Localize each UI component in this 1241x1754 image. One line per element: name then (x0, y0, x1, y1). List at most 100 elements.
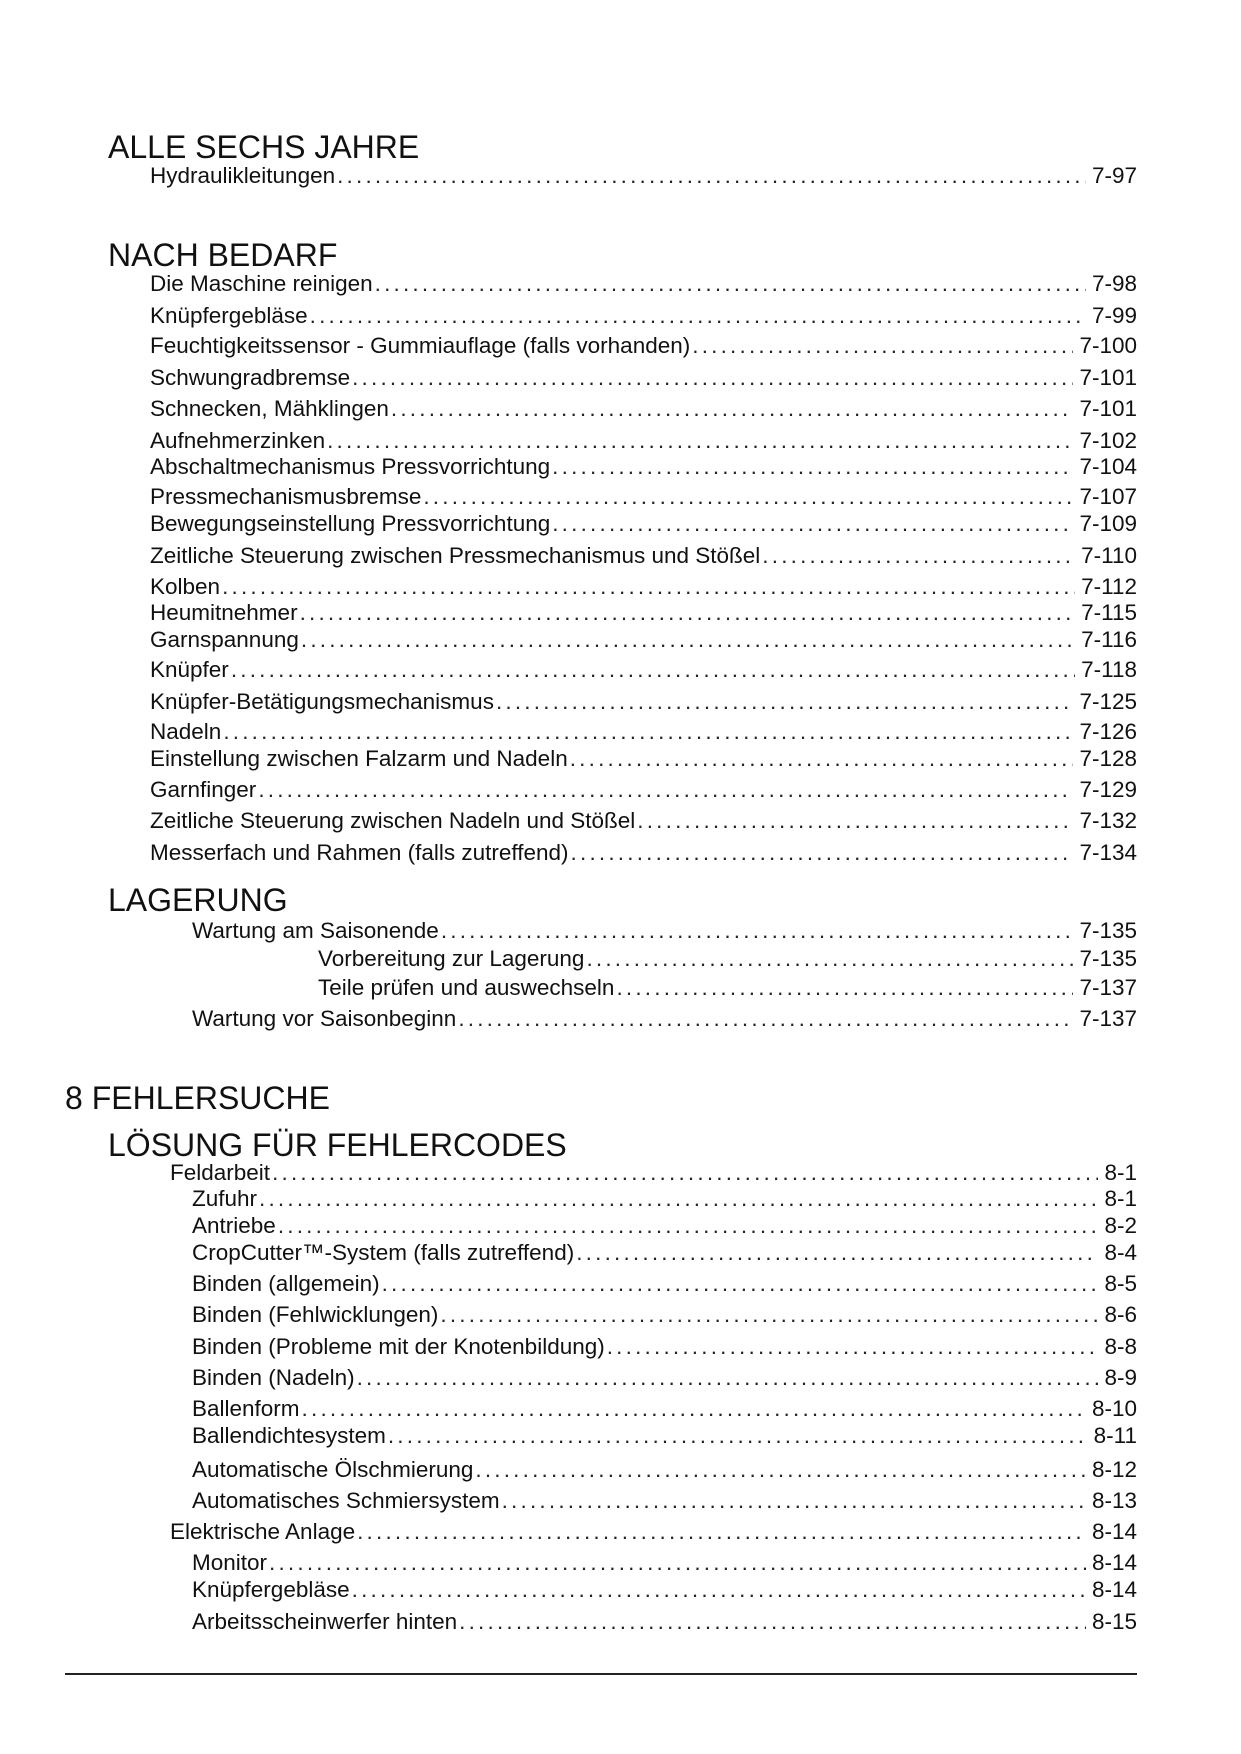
toc-entry[interactable]: CropCutter™-System (falls zutreffend)...… (192, 1240, 1137, 1266)
toc-entry-title: Schnecken, Mähklingen (150, 396, 389, 421)
toc-entry[interactable]: Zeitliche Steuerung zwischen Pressmechan… (150, 543, 1137, 569)
toc-entry[interactable]: Einstellung zwischen Falzarm und Nadeln.… (150, 746, 1137, 772)
toc-entry-title: Knüpfergebläse (150, 303, 308, 328)
toc-entry[interactable]: Bewegungseinstellung Pressvorrichtung...… (150, 511, 1137, 537)
section-heading: NACH BEDARF (108, 237, 338, 273)
toc-entry-title: Knüpfergebläse (192, 1577, 350, 1602)
toc-entry-page: 7-104 (1079, 454, 1137, 479)
toc-entry-page: 7-102 (1079, 428, 1137, 453)
dot-leader: ........................................… (300, 627, 1076, 652)
toc-entry-title: Messerfach und Rahmen (falls zutreffend) (150, 840, 569, 865)
toc-entry[interactable]: Elektrische Anlage......................… (170, 1519, 1137, 1545)
toc-entry[interactable]: Abschaltmechanismus Pressvorrichtung....… (150, 454, 1137, 480)
toc-entry[interactable]: Wartung vor Saisonbeginn................… (192, 1006, 1137, 1032)
dot-leader: ........................................… (501, 1488, 1086, 1513)
dot-leader: ........................................… (637, 808, 1074, 833)
toc-entry[interactable]: Aufnehmerzinken.........................… (150, 428, 1137, 454)
toc-entry-page: 8-10 (1091, 1396, 1137, 1421)
toc-entry-page: 8-12 (1091, 1457, 1137, 1482)
dot-leader: ........................................… (458, 1006, 1073, 1031)
dot-leader: ........................................… (357, 1519, 1086, 1544)
toc-entry-page: 8-14 (1091, 1550, 1137, 1575)
toc-entry-title: Garnspannung (150, 627, 299, 652)
toc-entry-page: 7-125 (1079, 689, 1137, 714)
toc-entry-title: Abschaltmechanismus Pressvorrichtung (150, 454, 551, 479)
toc-entry[interactable]: Nadeln..................................… (150, 719, 1137, 745)
dot-leader: ........................................… (230, 657, 1075, 682)
dot-leader: ........................................… (495, 689, 1074, 714)
toc-entry[interactable]: Hydraulikleitungen......................… (150, 163, 1137, 189)
toc-entry[interactable]: Feldarbeit..............................… (170, 1160, 1137, 1186)
toc-entry-page: 8-8 (1104, 1334, 1137, 1359)
dot-leader: ........................................… (762, 543, 1075, 568)
toc-entry-title: Einstellung zwischen Falzarm und Nadeln (150, 746, 568, 771)
toc-entry[interactable]: Knüpfergebläse..........................… (192, 1577, 1137, 1603)
toc-entry[interactable]: Die Maschine reinigen...................… (150, 271, 1137, 297)
dot-leader: ........................................… (475, 1457, 1086, 1482)
toc-entry[interactable]: Knüpfer.................................… (150, 657, 1137, 683)
toc-entry[interactable]: Vorbereitung zur Lagerung...............… (318, 946, 1137, 972)
dot-leader: ........................................… (390, 396, 1074, 421)
toc-entry-title: Zufuhr (192, 1186, 258, 1211)
section-heading: LÖSUNG FÜR FEHLERCODES (108, 1127, 567, 1163)
dot-leader: ........................................… (423, 484, 1073, 509)
toc-entry[interactable]: Pressmechanismusbremse..................… (150, 484, 1137, 510)
toc-entry[interactable]: Automatische Ölschmierung...............… (192, 1457, 1137, 1483)
dot-leader: ........................................… (387, 1423, 1088, 1448)
toc-entry-title: Feldarbeit (170, 1160, 271, 1185)
toc-entry[interactable]: Messerfach und Rahmen (falls zutreffend)… (150, 840, 1137, 866)
toc-entry[interactable]: Ballenform..............................… (192, 1396, 1137, 1422)
toc-entry-title: Kolben (150, 574, 221, 599)
toc-entry-title: Knüpfer-Betätigungsmechanismus (150, 689, 494, 714)
toc-entry[interactable]: Binden (allgemein)......................… (192, 1271, 1137, 1297)
toc-entry[interactable]: Schnecken, Mähklingen...................… (150, 396, 1137, 422)
toc-entry[interactable]: Kolben..................................… (150, 574, 1137, 600)
toc-entry[interactable]: Knüpfer-Betätigungsmechanismus..........… (150, 689, 1137, 715)
toc-entry[interactable]: Garnspannung............................… (150, 627, 1137, 653)
toc-entry[interactable]: Arbeitsscheinwerfer hinten..............… (192, 1609, 1137, 1635)
dot-leader: ........................................… (259, 1186, 1098, 1211)
toc-entry-page: 7-128 (1079, 746, 1137, 771)
toc-entry[interactable]: Zeitliche Steuerung zwischen Nadeln und … (150, 808, 1137, 834)
dot-leader: ........................................… (616, 975, 1074, 1000)
toc-entry[interactable]: Feuchtigkeitssensor - Gummiauflage (fall… (150, 333, 1137, 359)
toc-entry-page: 7-118 (1081, 657, 1137, 682)
toc-entry[interactable]: Zufuhr..................................… (192, 1186, 1137, 1212)
toc-entry-title: Binden (Probleme mit der Knotenbildung) (192, 1334, 605, 1359)
toc-entry-title: Wartung am Saisonende (192, 918, 439, 943)
toc-entry[interactable]: Garnfinger..............................… (150, 777, 1137, 803)
toc-entry[interactable]: Ballendichtesystem......................… (192, 1423, 1137, 1449)
toc-entry[interactable]: Binden (Nadeln).........................… (192, 1365, 1137, 1391)
toc-entry-title: Automatisches Schmiersystem (192, 1488, 500, 1513)
toc-entry-title: Automatische Ölschmierung (192, 1457, 474, 1482)
toc-entry-page: 8-14 (1091, 1519, 1137, 1544)
dot-leader: ........................................… (337, 163, 1086, 188)
toc-entry-page: 7-101 (1079, 365, 1137, 390)
toc-entry-title: Schwungradbremse (150, 365, 351, 390)
toc-entry-title: Knüpfer (150, 657, 229, 682)
section-heading: LAGERUNG (108, 882, 288, 918)
toc-entry-title: Arbeitsscheinwerfer hinten (192, 1609, 458, 1634)
dot-leader: ........................................… (552, 454, 1073, 479)
toc-entry-title: Nadeln (150, 719, 222, 744)
dot-leader: ........................................… (381, 1271, 1099, 1296)
toc-entry[interactable]: Automatisches Schmiersystem.............… (192, 1488, 1137, 1514)
toc-entry[interactable]: Schwungradbremse........................… (150, 365, 1137, 391)
toc-entry-title: Ballenform (192, 1396, 300, 1421)
dot-leader: ........................................… (222, 574, 1076, 599)
toc-entry[interactable]: Monitor.................................… (192, 1550, 1137, 1576)
toc-entry-title: Pressmechanismusbremse (150, 484, 422, 509)
toc-entry[interactable]: Binden (Probleme mit der Knotenbildung).… (192, 1334, 1137, 1360)
toc-entry-page: 7-137 (1079, 1006, 1137, 1031)
toc-entry-page: 7-135 (1079, 946, 1137, 971)
toc-entry-page: 7-132 (1079, 808, 1137, 833)
toc-entry-title: Binden (Nadeln) (192, 1365, 355, 1390)
toc-entry[interactable]: Antriebe................................… (192, 1213, 1137, 1239)
toc-entry[interactable]: Wartung am Saisonende...................… (192, 918, 1137, 944)
toc-entry-page: 8-9 (1104, 1365, 1137, 1390)
toc-entry-page: 7-126 (1079, 719, 1137, 744)
toc-entry[interactable]: Heumitnehmer............................… (150, 600, 1137, 626)
toc-entry[interactable]: Teile prüfen und auswechseln............… (318, 975, 1137, 1001)
toc-entry[interactable]: Knüpfergebläse..........................… (150, 303, 1137, 329)
toc-entry[interactable]: Binden (Fehlwicklungen).................… (192, 1302, 1137, 1328)
